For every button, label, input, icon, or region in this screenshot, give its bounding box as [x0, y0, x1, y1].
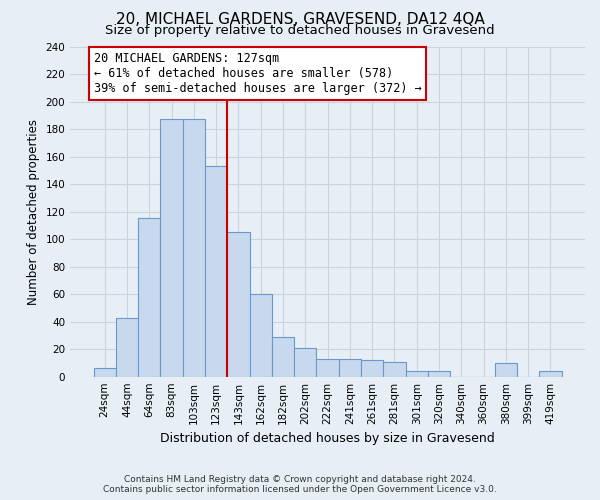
- Y-axis label: Number of detached properties: Number of detached properties: [27, 118, 40, 304]
- Bar: [495, 363, 517, 376]
- Bar: [406, 371, 428, 376]
- Bar: [361, 360, 383, 376]
- Text: Contains HM Land Registry data © Crown copyright and database right 2024.: Contains HM Land Registry data © Crown c…: [124, 475, 476, 484]
- Bar: [383, 362, 406, 376]
- X-axis label: Distribution of detached houses by size in Gravesend: Distribution of detached houses by size …: [160, 432, 495, 445]
- Bar: [294, 348, 316, 376]
- Text: 20, MICHAEL GARDENS, GRAVESEND, DA12 4QA: 20, MICHAEL GARDENS, GRAVESEND, DA12 4QA: [116, 12, 484, 28]
- Bar: [205, 166, 227, 376]
- Text: Size of property relative to detached houses in Gravesend: Size of property relative to detached ho…: [105, 24, 495, 37]
- Bar: [339, 359, 361, 376]
- Bar: [539, 371, 562, 376]
- Bar: [227, 232, 250, 376]
- Bar: [250, 294, 272, 376]
- Bar: [316, 359, 339, 376]
- Bar: [183, 120, 205, 376]
- Bar: [94, 368, 116, 376]
- Text: 20 MICHAEL GARDENS: 127sqm
← 61% of detached houses are smaller (578)
39% of sem: 20 MICHAEL GARDENS: 127sqm ← 61% of deta…: [94, 52, 421, 95]
- Text: Contains public sector information licensed under the Open Government Licence v3: Contains public sector information licen…: [103, 485, 497, 494]
- Bar: [138, 218, 160, 376]
- Bar: [116, 318, 138, 376]
- Bar: [428, 371, 450, 376]
- Bar: [272, 337, 294, 376]
- Bar: [160, 120, 183, 376]
